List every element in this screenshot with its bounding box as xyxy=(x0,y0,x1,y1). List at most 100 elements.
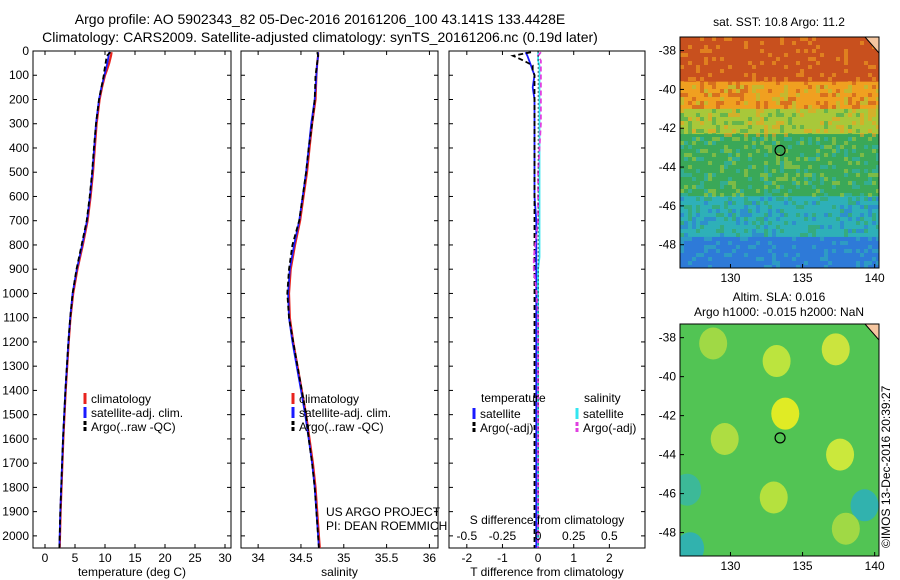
sst-cell xyxy=(740,97,744,101)
sst-cell xyxy=(732,181,736,185)
sst-cell xyxy=(764,57,768,61)
sst-cell xyxy=(848,85,852,89)
sst-cell xyxy=(796,265,800,268)
sst-cell xyxy=(840,65,844,69)
sst-cell xyxy=(712,129,716,133)
sst-cell xyxy=(760,109,764,113)
sst-cell xyxy=(756,257,760,261)
sst-cell xyxy=(760,177,764,181)
sst-cell xyxy=(836,101,840,105)
sst-cell xyxy=(704,177,708,181)
sst-cell xyxy=(748,157,752,161)
sst-cell xyxy=(804,265,808,268)
sst-cell xyxy=(732,201,736,205)
sst-cell xyxy=(868,245,872,249)
sst-cell xyxy=(856,161,860,165)
x-tick-label: 0 xyxy=(42,551,49,565)
sst-cell xyxy=(756,93,760,97)
sst-cell xyxy=(772,97,776,101)
sst-cell xyxy=(768,181,772,185)
sst-cell xyxy=(744,169,748,173)
sst-cell xyxy=(824,193,828,197)
sst-cell xyxy=(760,233,764,237)
sst-cell xyxy=(848,41,852,45)
sst-cell xyxy=(844,97,848,101)
sst-cell xyxy=(760,85,764,89)
sst-cell xyxy=(768,57,772,61)
sst-cell xyxy=(684,237,688,241)
sst-cell xyxy=(780,121,784,125)
sst-cell xyxy=(772,133,776,137)
sst-cell xyxy=(804,217,808,221)
sst-cell xyxy=(748,185,752,189)
sst-cell xyxy=(680,93,684,97)
sst-cell xyxy=(812,57,816,61)
sst-cell xyxy=(840,61,844,65)
sst-cell xyxy=(716,213,720,217)
sst-cell xyxy=(708,93,712,97)
sst-cell xyxy=(804,181,808,185)
sst-cell xyxy=(692,261,696,265)
sst-cell xyxy=(716,105,720,109)
sst-cell xyxy=(684,157,688,161)
sst-cell xyxy=(820,93,824,97)
sst-cell xyxy=(732,129,736,133)
sst-cell xyxy=(696,129,700,133)
sst-cell xyxy=(688,153,692,157)
sst-cell xyxy=(780,213,784,217)
sst-cell xyxy=(856,49,860,53)
sst-cell xyxy=(740,93,744,97)
sst-cell xyxy=(700,157,704,161)
sst-cell xyxy=(728,85,732,89)
sst-cell xyxy=(764,193,768,197)
sst-cell xyxy=(768,221,772,225)
coastline xyxy=(864,324,879,341)
sst-cell xyxy=(708,209,712,213)
sst-cell xyxy=(784,65,788,69)
sst-cell xyxy=(848,193,852,197)
sst-cell xyxy=(844,169,848,173)
sst-cell xyxy=(836,65,840,69)
sst-cell xyxy=(852,149,856,153)
sst-cell xyxy=(744,73,748,77)
coastline xyxy=(864,37,879,54)
sst-cell xyxy=(680,245,684,249)
sst-cell xyxy=(816,225,820,229)
sst-cell xyxy=(800,49,804,53)
sst-cell xyxy=(824,257,828,261)
sst-cell xyxy=(708,53,712,57)
sst-cell xyxy=(788,121,792,125)
sst-cell xyxy=(876,89,879,93)
panel-frame xyxy=(448,50,646,549)
sst-cell xyxy=(756,109,760,113)
sst-cell xyxy=(792,257,796,261)
sst-cell xyxy=(720,185,724,189)
sst-cell xyxy=(868,101,872,105)
sst-cell xyxy=(700,45,704,49)
sst-cell xyxy=(856,105,860,109)
sst-cell xyxy=(772,125,776,129)
sst-cell xyxy=(844,153,848,157)
sst-cell xyxy=(860,41,864,45)
sst-cell xyxy=(832,153,836,157)
sst-cell xyxy=(820,173,824,177)
sst-cell xyxy=(860,65,864,69)
sst-cell xyxy=(768,197,772,201)
sst-cell xyxy=(804,89,808,93)
sst-cell xyxy=(708,45,712,49)
sst-cell xyxy=(728,77,732,81)
sst-cell xyxy=(772,57,776,61)
sst-cell xyxy=(704,93,708,97)
sst-cell xyxy=(860,69,864,73)
sst-cell xyxy=(744,229,748,233)
sst-cell xyxy=(820,145,824,149)
sst-cell xyxy=(692,65,696,69)
sst-cell xyxy=(824,73,828,77)
sst-cell xyxy=(728,149,732,153)
sst-cell xyxy=(744,137,748,141)
sst-cell xyxy=(704,193,708,197)
sst-cell xyxy=(748,125,752,129)
sst-cell xyxy=(808,77,812,81)
sst-cell xyxy=(708,241,712,245)
sst-cell xyxy=(716,125,720,129)
